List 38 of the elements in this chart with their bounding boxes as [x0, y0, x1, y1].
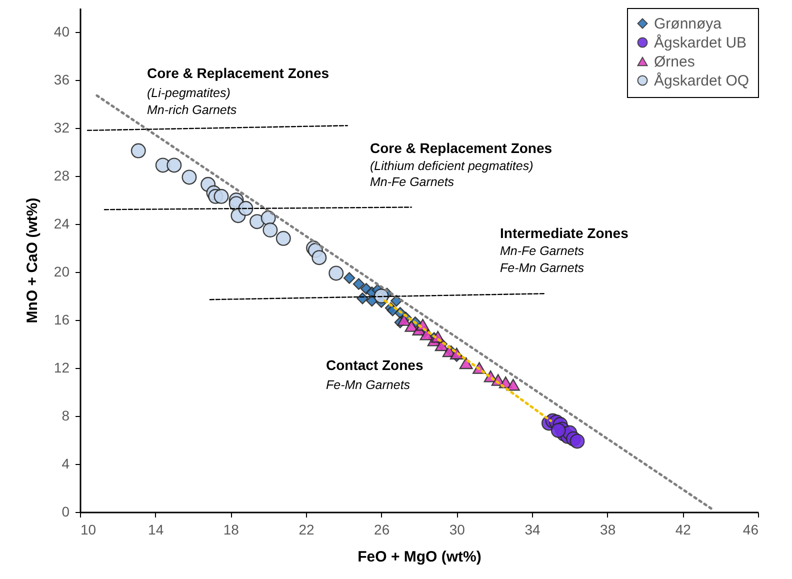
x-tick-label: 34	[524, 522, 540, 538]
y-tick-label: 24	[54, 216, 70, 232]
annotation: Fe-Mn Garnets	[326, 378, 410, 392]
x-tick-label: 10	[80, 522, 96, 538]
x-tick-label: 14	[148, 522, 164, 538]
y-tick-label: 16	[54, 312, 70, 328]
x-tick-label: 30	[449, 522, 466, 538]
legend-label: Grønnøya	[654, 16, 722, 32]
annotation: Core & Replacement Zones	[370, 140, 552, 156]
y-tick-label: 4	[62, 456, 70, 472]
y-tick-label: 12	[54, 360, 70, 376]
x-axis-title: FeO + MgO (wt%)	[358, 548, 482, 566]
legend-label: Ågskardet OQ	[654, 72, 750, 90]
y-tick-label: 28	[54, 168, 70, 184]
y-tick-label: 40	[54, 24, 70, 40]
y-tick-label: 0	[62, 504, 70, 520]
x-tick-label: 18	[223, 522, 240, 538]
annotation: Mn-Fe Garnets	[370, 175, 454, 189]
x-tick-label: 38	[600, 522, 616, 538]
y-tick-label: 32	[54, 120, 70, 136]
annotation: Intermediate Zones	[500, 225, 629, 241]
x-tick-label: 26	[374, 522, 390, 538]
y-tick-label: 8	[62, 408, 70, 424]
x-tick-label: 46	[742, 522, 759, 538]
annotation: Fe-Mn Garnets	[500, 261, 584, 275]
annotation: (Lithium deficient pegmatites)	[370, 159, 534, 173]
annotation: Mn-rich Garnets	[147, 103, 237, 117]
annotation: (Li-pegmatites)	[147, 86, 230, 100]
annotation: Core & Replacement Zones	[147, 65, 330, 81]
x-tick-label: 22	[298, 522, 314, 538]
annotation: Mn-Fe Garnets	[500, 244, 584, 258]
y-tick-label: 36	[54, 72, 70, 88]
x-tick-label: 42	[675, 522, 692, 538]
legend-label: Ørnes	[654, 54, 695, 70]
y-tick-label: 20	[54, 264, 70, 280]
y-axis-title: MnO + CaO (wt%)	[24, 198, 41, 324]
annotation: Contact Zones	[326, 357, 424, 373]
legend-label: Ågskardet UB	[654, 34, 747, 52]
